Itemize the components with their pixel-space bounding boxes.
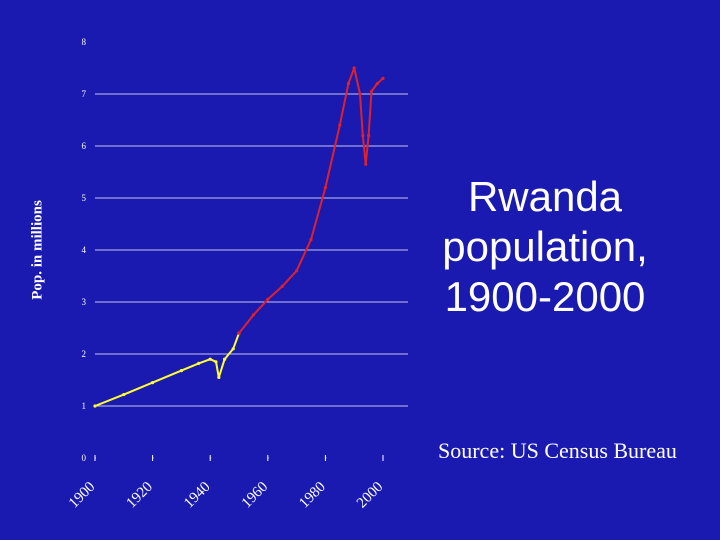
data-point [266, 297, 270, 301]
y-tick-label: 6 [82, 141, 87, 151]
data-point [237, 331, 241, 335]
series-lines [93, 66, 385, 408]
x-tick-labels: 1900 1920 1940 1960 1980 2000 [66, 479, 387, 512]
title-line-2: population, [442, 223, 648, 270]
x-tick-label: 2000 [354, 479, 387, 512]
y-tick-label: 8 [82, 37, 87, 47]
data-point [309, 238, 313, 242]
data-point [151, 381, 155, 385]
y-tick-label: 7 [82, 89, 87, 99]
x-tick-label: 1940 [181, 479, 214, 512]
data-point [179, 369, 183, 373]
series-line-2 [238, 67, 384, 335]
series-line-1 [94, 332, 240, 407]
data-point [122, 392, 126, 397]
y-tick-label: 0 [82, 453, 87, 463]
data-point [381, 76, 385, 80]
gridlines [95, 93, 408, 407]
data-point [197, 361, 201, 365]
y-tick-label: 1 [82, 401, 87, 411]
data-point [361, 134, 365, 138]
data-point [295, 269, 299, 273]
data-point [352, 66, 356, 70]
slide-title: Rwanda population, 1900-2000 [420, 172, 670, 322]
data-point [217, 375, 221, 379]
data-point [369, 89, 374, 93]
data-point [367, 134, 371, 138]
x-tick-label: 1980 [296, 479, 329, 512]
data-point [231, 347, 235, 351]
data-point [375, 82, 379, 86]
source-note: Source: US Census Bureau [438, 438, 677, 463]
title-line-3: 1900-2000 [444, 273, 646, 320]
y-tick-label: 4 [82, 245, 87, 255]
y-tick-label: 2 [82, 349, 87, 359]
data-point [346, 82, 351, 86]
y-tick-label: 5 [82, 193, 87, 203]
data-point [208, 357, 212, 361]
data-point [93, 404, 97, 408]
title-line-1: Rwanda [467, 173, 623, 220]
data-point [338, 123, 342, 127]
y-tick-label: 3 [82, 297, 87, 307]
data-point [323, 186, 327, 190]
y-axis-label: Pop. in millions [29, 200, 46, 300]
axes [94, 455, 384, 461]
x-tick-label: 1900 [66, 479, 99, 512]
data-point [214, 360, 218, 364]
data-point [280, 284, 284, 288]
data-point [251, 313, 255, 317]
data-point [364, 162, 368, 166]
y-tick-labels: 0 1 2 3 4 5 6 7 8 [82, 37, 87, 463]
x-tick-label: 1920 [124, 479, 157, 512]
data-point [223, 357, 227, 361]
x-tick-label: 1960 [239, 479, 272, 512]
data-point [358, 92, 362, 96]
